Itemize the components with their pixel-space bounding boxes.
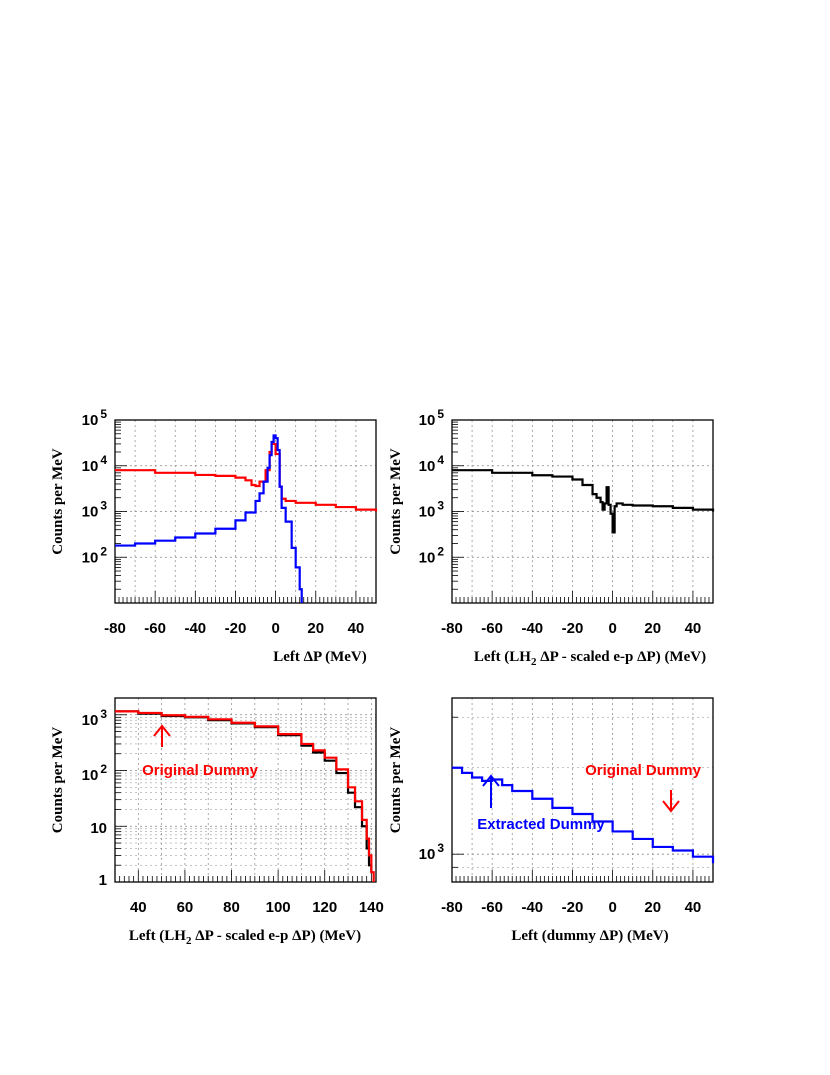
x-tick-label: 140 — [359, 899, 384, 916]
x-tick-label: -80 — [441, 899, 463, 916]
plot-frame — [114, 697, 377, 883]
y-tick-label: 10 2 — [419, 544, 445, 566]
x-tick-label: -60 — [481, 620, 503, 637]
series-line-2 — [115, 710, 375, 882]
x-tick-label: -20 — [562, 899, 584, 916]
annotation-label: Extracted Dummy — [477, 816, 605, 833]
series-line-1 — [452, 766, 715, 864]
y-axis-label: Counts per MeV — [50, 727, 66, 834]
x-tick-label: -20 — [562, 620, 584, 637]
x-axis-label: Left (LH2 ΔP - scaled e-p ΔP) (MeV) — [129, 928, 361, 947]
x-tick-label: 20 — [644, 620, 661, 637]
x-tick-label: 80 — [223, 899, 240, 916]
panel-4: -80 -60 -40 -20 0 20 40 10 3 Counts per MeV Left (… — [388, 697, 715, 944]
x-tick-label: -40 — [184, 620, 206, 637]
x-tick-label: 60 — [177, 899, 194, 916]
x-axis-label: Left (dummy ΔP) (MeV) — [511, 928, 668, 944]
y-tick-label: 10 5 — [82, 407, 108, 429]
y-tick-label: 10 3 — [419, 841, 445, 863]
arrow-icon — [153, 724, 171, 747]
x-tick-label: -60 — [481, 899, 503, 916]
x-tick-label: -80 — [441, 620, 463, 637]
x-tick-label: 0 — [608, 899, 616, 916]
y-tick-label: 10 3 — [419, 499, 445, 521]
x-tick-label: -60 — [144, 620, 166, 637]
panel-3: 40 60 80 100 120 140 1 10 10 2 10 3 Counts per MeV Le… — [50, 697, 384, 947]
annotation-label: Original Dummy — [585, 762, 702, 779]
grid — [114, 697, 376, 883]
x-tick-label: 40 — [685, 620, 702, 637]
y-tick-label: 10 2 — [82, 762, 108, 784]
series-line-1 — [115, 442, 378, 512]
x-tick-label: 40 — [685, 899, 702, 916]
x-axis-label: Left (LH2 ΔP - scaled e-p ΔP) (MeV) — [474, 649, 706, 668]
y-tick-label: 10 — [90, 820, 107, 837]
x-tick-label: -40 — [521, 620, 543, 637]
grid — [451, 419, 714, 604]
x-tick-label: 0 — [608, 620, 616, 637]
x-tick-label: 40 — [130, 899, 147, 916]
y-tick-label: 1 — [99, 872, 107, 889]
x-tick-label: -20 — [225, 620, 247, 637]
x-tick-label: -40 — [521, 899, 543, 916]
x-tick-label: 0 — [271, 620, 279, 637]
plot-frame — [451, 697, 714, 883]
y-tick-label: 10 3 — [82, 707, 108, 729]
x-axis-label: Left ΔP (MeV) — [273, 649, 367, 665]
x-tick-label: 40 — [348, 620, 365, 637]
series-line-2 — [115, 434, 303, 603]
x-tick-label: 20 — [307, 620, 324, 637]
y-axis-label: Counts per MeV — [50, 448, 66, 555]
y-tick-label: 10 4 — [419, 453, 445, 475]
y-tick-label: 10 2 — [82, 544, 108, 566]
y-tick-label: 10 4 — [82, 453, 108, 475]
y-axis-label: Counts per MeV — [388, 448, 404, 555]
arrow-icon — [482, 774, 500, 808]
x-tick-label: 100 — [266, 899, 291, 916]
series-line-1 — [452, 469, 715, 534]
x-tick-label: -80 — [104, 620, 126, 637]
x-tick-label: 120 — [312, 899, 337, 916]
y-tick-label: 10 5 — [419, 407, 445, 429]
y-axis-label: Counts per MeV — [388, 727, 404, 834]
annotation-label: Original Dummy — [142, 762, 259, 779]
x-tick-label: 20 — [644, 899, 661, 916]
y-tick-label: 10 3 — [82, 499, 108, 521]
arrow-icon — [662, 790, 680, 813]
